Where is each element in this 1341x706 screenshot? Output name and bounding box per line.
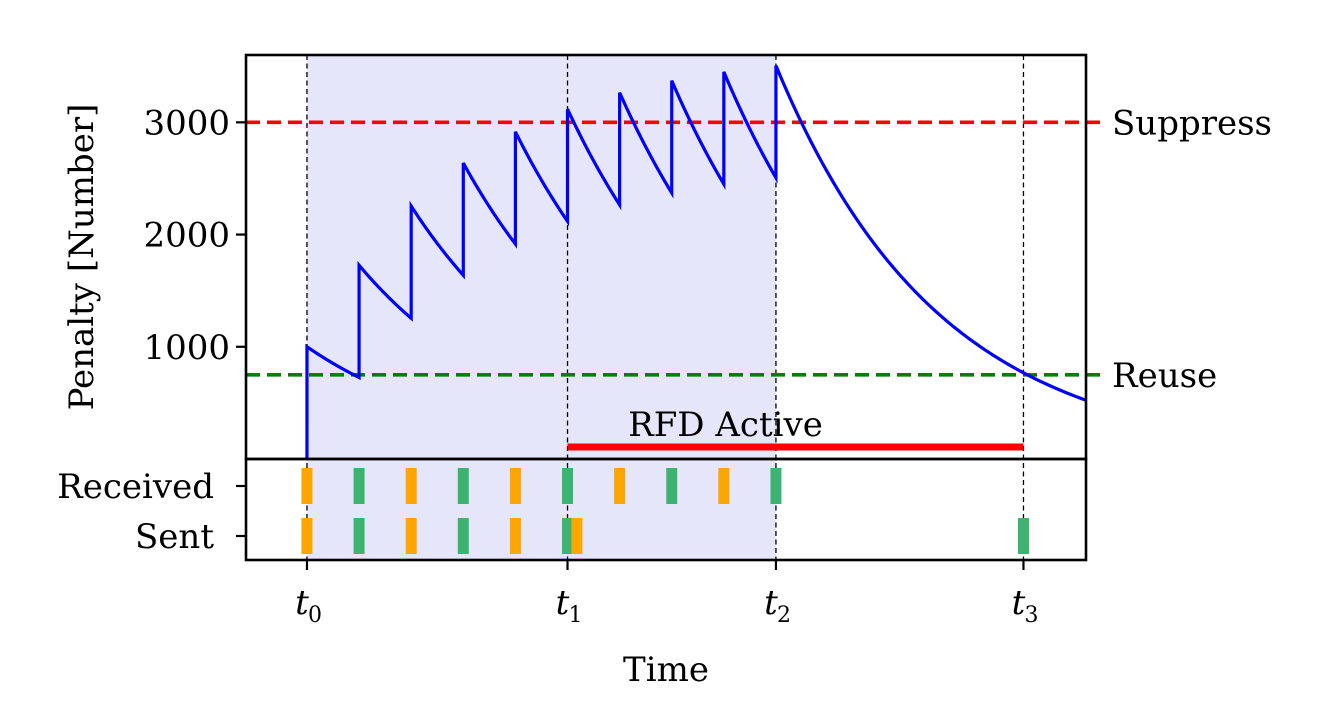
threshold-lines (246, 120, 1104, 377)
shaded-region (306, 55, 776, 560)
x-tick-subscript-2: 2 (777, 603, 791, 628)
row-label-1: Sent (135, 517, 214, 557)
sent-event-0 (301, 518, 313, 554)
event-markers-layer (301, 468, 1029, 554)
y-tick-label-0: 1000 (143, 328, 230, 368)
rfd-active-label: RFD Active (628, 405, 823, 445)
received-event-9 (770, 468, 782, 504)
y-tick-label-2: 3000 (143, 103, 230, 143)
suppress-threshold-label: Suppress (1112, 103, 1272, 143)
x-tick-label-0: t (295, 583, 309, 623)
sent-event-7 (1017, 518, 1029, 554)
sent-event-2 (405, 518, 417, 554)
x-tick-label-2: t (764, 583, 778, 623)
x-tick-label-3: t (1012, 583, 1026, 623)
row-label-0: Received (57, 467, 214, 507)
y-axis-label: Penalty [Number] (62, 104, 102, 411)
received-event-4 (509, 468, 521, 504)
sent-event-3 (457, 518, 469, 554)
x-tick-subscript-3: 3 (1024, 603, 1038, 628)
y-tick-label-1: 2000 (143, 216, 230, 256)
sent-event-5 (562, 518, 574, 554)
received-event-7 (666, 468, 678, 504)
received-event-0 (301, 468, 313, 504)
axes-layer (236, 53, 1088, 570)
x-tick-label-1: t (556, 583, 570, 623)
shaded-region-layer (306, 55, 776, 560)
sent-event-1 (353, 518, 365, 554)
sent-event-4 (509, 518, 521, 554)
x-axis-label: Time (623, 650, 709, 690)
bottom-axes-frame (244, 457, 1088, 562)
received-event-8 (718, 468, 730, 504)
text-layer: Suppress Reuse RFD Active 1000 2000 3000 Recei… (57, 103, 1272, 690)
received-event-1 (353, 468, 365, 504)
received-event-6 (614, 468, 626, 504)
received-event-3 (457, 468, 469, 504)
penalty-series-layer (305, 64, 1087, 460)
received-event-2 (405, 468, 417, 504)
reuse-threshold-label: Reuse (1112, 356, 1217, 396)
x-tick-subscript-0: 0 (308, 603, 322, 628)
received-event-5 (562, 468, 574, 504)
sent-event-6 (571, 518, 583, 554)
x-tick-subscript-1: 1 (569, 603, 583, 628)
penalty-line (305, 64, 1087, 460)
